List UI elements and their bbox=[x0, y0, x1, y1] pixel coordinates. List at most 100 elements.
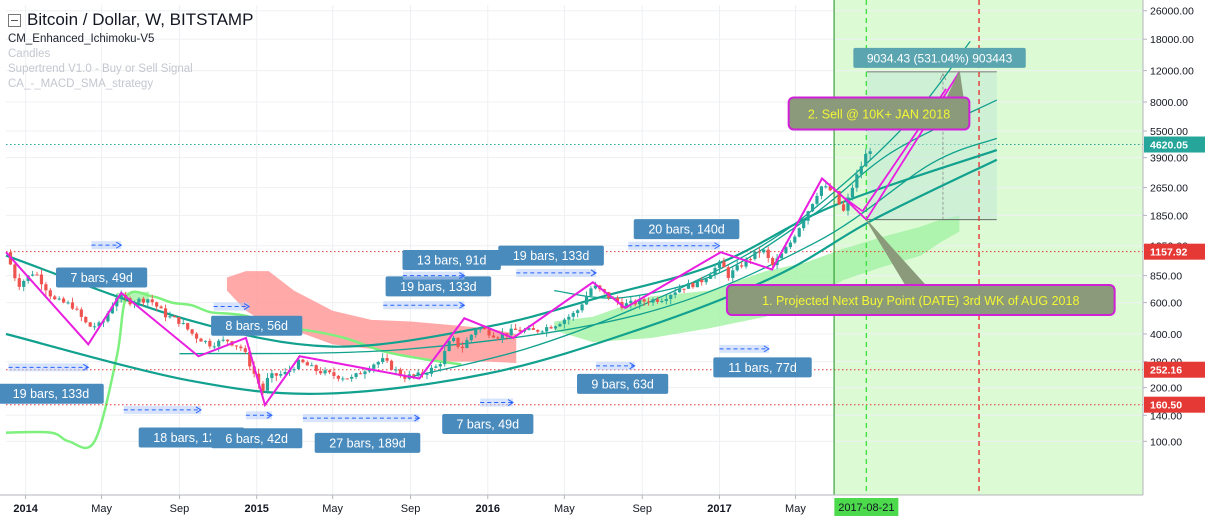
candle-body bbox=[261, 383, 265, 391]
candle-body bbox=[837, 191, 841, 205]
trend-curve bbox=[5, 158, 998, 395]
bars-range-tag-bg bbox=[314, 432, 421, 453]
candle-body bbox=[505, 333, 509, 336]
price-axis-background bbox=[1143, 0, 1210, 526]
candle-body bbox=[256, 373, 261, 384]
candle-body bbox=[62, 298, 66, 303]
candle-body bbox=[336, 375, 340, 379]
price-tick-label: 1850.00 bbox=[1150, 210, 1188, 222]
bars-range-label: 19 bars, 133d bbox=[513, 249, 589, 263]
candle-body bbox=[412, 374, 416, 376]
candle-body bbox=[784, 247, 788, 254]
indicator-label[interactable]: Supertrend V1.0 - Buy or Sell Signal bbox=[8, 63, 193, 75]
candle-body bbox=[234, 345, 239, 347]
price-level-badge bbox=[1144, 136, 1205, 153]
bars-range-arrow bbox=[590, 269, 597, 277]
bars-range-arrow bbox=[83, 363, 90, 371]
candle-body bbox=[443, 351, 447, 365]
candle-body bbox=[376, 362, 380, 365]
candle-body bbox=[168, 316, 172, 318]
candle-body bbox=[221, 339, 225, 341]
symbol-title-row: Bitcoin / Dollar, W, BITSTAMP bbox=[8, 10, 253, 30]
candle-body bbox=[753, 251, 757, 260]
collapse-legend-icon[interactable] bbox=[8, 13, 21, 27]
bars-range-arrow bbox=[195, 406, 202, 414]
price-level-badge-label: 4620.05 bbox=[1150, 140, 1188, 152]
candle-body bbox=[274, 373, 278, 376]
candle-body bbox=[451, 337, 456, 342]
bars-range-arrow bbox=[115, 241, 123, 249]
time-tick-label: Sep bbox=[632, 503, 652, 515]
candle-body bbox=[771, 258, 775, 266]
price-tick-label: 5500.00 bbox=[1150, 126, 1188, 138]
candle-body bbox=[496, 337, 500, 339]
target-measure-arrow bbox=[939, 73, 947, 81]
candle-body bbox=[514, 328, 518, 330]
candle-body bbox=[354, 373, 358, 377]
indicator-label[interactable]: Candles bbox=[8, 48, 51, 60]
candle-body bbox=[66, 302, 70, 304]
bars-range-box bbox=[596, 361, 635, 370]
candle-body bbox=[487, 329, 491, 336]
ichimoku-span-line bbox=[5, 290, 462, 450]
price-tick-label: 8000.00 bbox=[1150, 97, 1188, 109]
candle-body bbox=[190, 329, 194, 334]
candle-body bbox=[629, 300, 633, 304]
candle-body bbox=[762, 249, 766, 253]
bars-range-label: 9 bars, 63d bbox=[591, 377, 654, 391]
bars-range-arrow bbox=[459, 301, 466, 309]
candle-body bbox=[115, 297, 119, 307]
bars-range-tag: 20 bars, 140d bbox=[633, 219, 740, 240]
candle-body bbox=[553, 326, 558, 329]
candle-body bbox=[704, 278, 708, 283]
candle-body bbox=[332, 372, 336, 376]
bars-range-tag: 7 bars, 49d bbox=[442, 414, 534, 435]
bars-range-tag-bg bbox=[385, 276, 492, 297]
bars-range-arrow bbox=[459, 272, 466, 280]
callout-annotation: 2. Sell @ 10K+ JAN 2018 bbox=[787, 70, 971, 131]
candle-body bbox=[677, 288, 682, 293]
candle-body bbox=[194, 333, 199, 339]
price-tick-label: 140.00 bbox=[1150, 410, 1182, 422]
candle-body bbox=[225, 339, 230, 342]
candle-body bbox=[664, 298, 668, 302]
bars-range-tag: 9 bars, 63d bbox=[577, 373, 669, 394]
candle-body bbox=[731, 270, 735, 278]
candle-body bbox=[655, 299, 660, 302]
bars-range-box bbox=[516, 268, 597, 277]
candle-body bbox=[394, 369, 398, 371]
candle-body bbox=[483, 327, 487, 330]
indicator-label[interactable]: CM_Enhanced_Ichimoku-V5 bbox=[8, 33, 155, 45]
bars-range-tag-bg bbox=[211, 315, 303, 336]
candle-body bbox=[438, 364, 442, 367]
candle-body bbox=[846, 197, 850, 211]
candle-body bbox=[97, 322, 101, 327]
ichimoku-cloud-bearish bbox=[226, 271, 517, 363]
time-tick-label: 2017 bbox=[707, 503, 731, 515]
indicator-label[interactable]: CA_-_MACD_SMA_strategy bbox=[8, 78, 154, 90]
candle-body bbox=[350, 376, 354, 379]
bars-range-label: 7 bars, 49d bbox=[456, 418, 519, 432]
price-level-badge bbox=[1144, 396, 1205, 413]
candle-body bbox=[793, 236, 797, 243]
candle-body bbox=[177, 317, 181, 324]
candle-body bbox=[208, 340, 212, 347]
candle-body bbox=[465, 340, 469, 349]
candle-body bbox=[646, 301, 651, 303]
candle-body bbox=[159, 306, 163, 309]
candle-body bbox=[580, 304, 584, 311]
candle-body bbox=[44, 284, 48, 291]
candle-body bbox=[478, 327, 482, 330]
candle-body bbox=[345, 378, 349, 380]
bars-range-arrow bbox=[507, 399, 515, 406]
bars-range-arrow bbox=[629, 362, 636, 370]
candle-body bbox=[864, 153, 868, 167]
candle-body bbox=[434, 366, 438, 368]
candle-body bbox=[593, 285, 597, 289]
callout-box bbox=[787, 96, 971, 131]
candle-body bbox=[243, 348, 247, 352]
candle-body bbox=[584, 295, 589, 305]
candle-body bbox=[850, 187, 855, 198]
bars-range-tag: 19 bars, 133d bbox=[0, 383, 104, 404]
